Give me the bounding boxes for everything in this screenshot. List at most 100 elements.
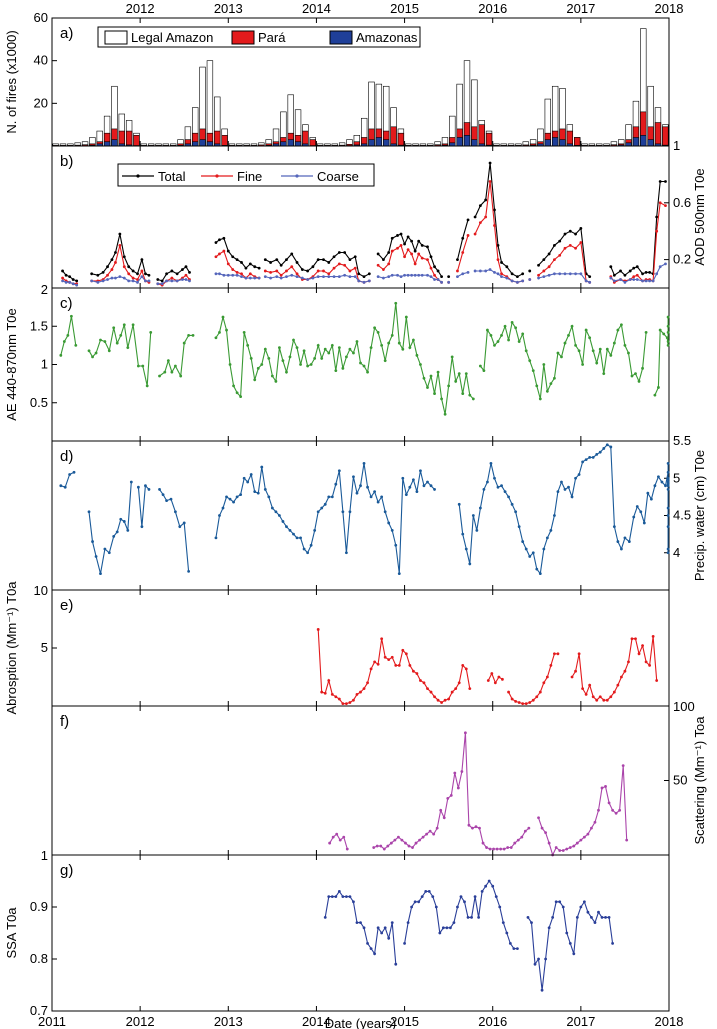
data-point [263, 488, 267, 491]
data-point [375, 844, 379, 848]
data-point [253, 276, 257, 280]
bar-para [133, 135, 140, 147]
data-point [181, 268, 184, 271]
data-point [537, 816, 540, 820]
data-point [366, 485, 369, 489]
data-point [330, 895, 334, 898]
data-point [616, 328, 620, 332]
data-point [348, 895, 352, 898]
data-point [521, 332, 525, 336]
data-point [507, 690, 510, 694]
data-point [554, 900, 558, 904]
data-point [242, 476, 246, 480]
legend-entry: Coarse [317, 169, 359, 184]
data-point [327, 272, 331, 276]
data-point [503, 324, 507, 328]
data-point [491, 884, 495, 888]
data-point [486, 679, 490, 682]
data-point [500, 272, 503, 276]
data-point [605, 347, 609, 351]
data-point [401, 347, 405, 351]
data-point [664, 262, 667, 266]
data-point [387, 658, 391, 661]
data-point [547, 265, 551, 269]
panel-a: a) 20 40 60 N. of fires (x1000) Legal Amazon P… [4, 10, 670, 147]
data-point [588, 683, 592, 687]
data-point [313, 356, 317, 360]
data-point [488, 180, 492, 183]
data-point [327, 275, 331, 279]
data-point [666, 488, 670, 491]
data-point [232, 500, 235, 504]
data-point [380, 343, 384, 347]
data-point [484, 215, 488, 219]
data-point [390, 921, 394, 924]
data-point [440, 397, 443, 401]
data-point [454, 687, 458, 690]
data-point [144, 279, 147, 283]
data-point [387, 275, 391, 279]
data-point [535, 384, 539, 388]
data-point [426, 245, 429, 249]
data-point [470, 916, 473, 919]
data-point [302, 547, 306, 551]
data-point [331, 835, 335, 839]
data-point [478, 826, 481, 830]
data-point [383, 655, 387, 659]
data-point [478, 506, 482, 510]
data-point [118, 244, 122, 247]
data-point [320, 506, 324, 510]
data-point [292, 338, 295, 342]
data-point [249, 356, 253, 360]
data-point [334, 695, 338, 699]
data-point [581, 687, 585, 690]
data-point [489, 334, 493, 337]
data-point [495, 847, 499, 851]
data-point [605, 698, 609, 702]
legend-entry: Total [158, 169, 186, 184]
panel-label: b) [60, 153, 73, 170]
data-point [279, 263, 283, 267]
data-point [586, 910, 590, 914]
series-line [215, 463, 435, 574]
data-point [228, 497, 232, 501]
top-year-label: 2013 [214, 1, 243, 16]
data-point [332, 275, 336, 279]
data-point [163, 370, 167, 374]
data-point [290, 265, 294, 269]
data-point [406, 273, 410, 277]
data-point [530, 921, 533, 924]
data-point [101, 270, 105, 274]
data-point [568, 244, 572, 247]
data-point [184, 265, 188, 269]
data-point [520, 835, 524, 839]
data-point [547, 926, 551, 930]
data-point [558, 900, 562, 904]
data-point [651, 279, 655, 283]
data-point [528, 359, 532, 363]
data-point [632, 266, 636, 270]
data-point [649, 497, 653, 501]
data-point [394, 543, 398, 547]
data-point [131, 323, 135, 327]
data-point [263, 275, 267, 279]
data-point [653, 484, 657, 488]
data-point [630, 374, 634, 378]
data-point [505, 276, 509, 280]
data-point [623, 536, 627, 540]
data-point [521, 272, 525, 276]
y-tick-label: 0.9 [30, 899, 48, 914]
data-point [263, 258, 267, 261]
data-point [387, 262, 391, 266]
data-point [225, 328, 228, 332]
data-point [72, 470, 76, 474]
data-point [306, 278, 310, 281]
data-point [602, 698, 606, 702]
data-point [549, 529, 553, 532]
data-point [547, 252, 551, 256]
data-point [516, 838, 520, 842]
series-line [88, 481, 132, 574]
data-point [428, 829, 432, 833]
data-point [407, 844, 411, 848]
series-line [508, 653, 558, 705]
